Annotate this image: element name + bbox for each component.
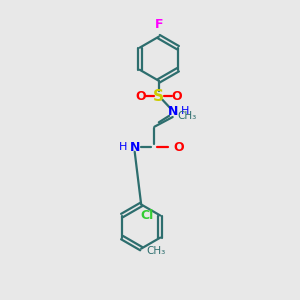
- Text: O: O: [136, 90, 146, 103]
- Text: S: S: [153, 88, 164, 104]
- Text: N: N: [130, 141, 140, 154]
- Text: CH₃: CH₃: [177, 110, 196, 121]
- Text: O: O: [171, 90, 182, 103]
- Text: H: H: [119, 142, 127, 152]
- Text: F: F: [154, 18, 163, 31]
- Text: Cl: Cl: [141, 209, 154, 222]
- Text: N: N: [168, 105, 179, 118]
- Text: H: H: [181, 106, 189, 116]
- Text: O: O: [174, 141, 184, 154]
- Text: CH₃: CH₃: [146, 246, 166, 256]
